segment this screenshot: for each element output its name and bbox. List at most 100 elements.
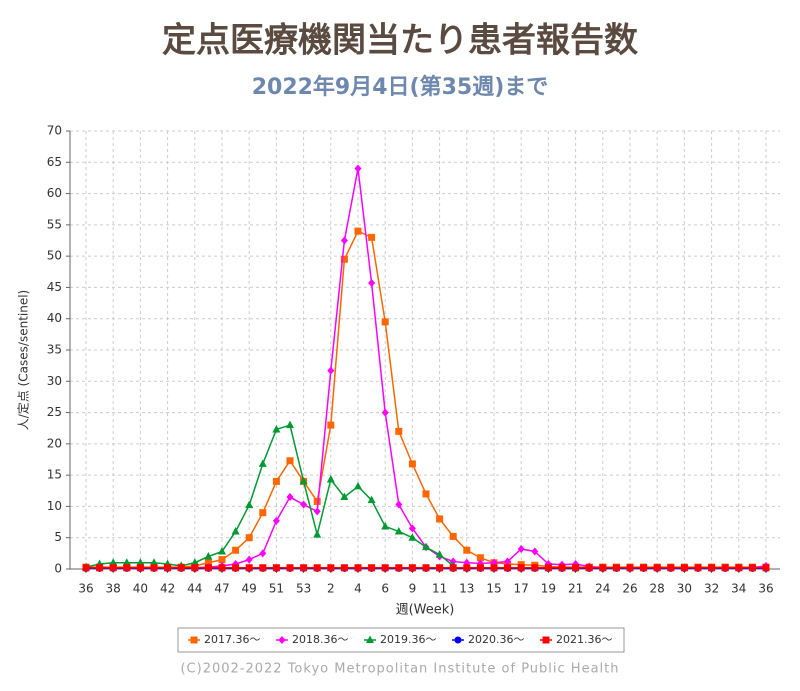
data-point — [354, 564, 362, 572]
data-point — [190, 558, 199, 566]
data-point — [109, 558, 118, 566]
data-point — [408, 460, 416, 468]
data-point — [612, 564, 620, 572]
x-tick-label: 19 — [541, 582, 556, 596]
x-tick-label: 24 — [595, 582, 610, 596]
y-tick-label: 50 — [47, 249, 62, 263]
data-point — [272, 477, 280, 485]
chart-subtitle: 2022年9月4日(第35週)まで — [252, 74, 549, 100]
data-point — [313, 497, 321, 505]
data-point — [395, 427, 403, 435]
legend-marker — [278, 636, 286, 644]
data-point — [694, 564, 702, 572]
data-point — [504, 557, 512, 566]
data-point — [340, 564, 348, 572]
data-point — [313, 530, 322, 538]
x-tick-label: 36 — [78, 582, 93, 596]
data-point — [136, 564, 144, 572]
x-tick-label: 53 — [296, 582, 311, 596]
series-line — [85, 424, 454, 568]
data-point — [286, 420, 294, 429]
data-point — [218, 546, 226, 555]
data-point — [259, 564, 267, 572]
data-point — [721, 564, 729, 572]
y-tick-label: 65 — [47, 155, 62, 169]
data-point — [504, 564, 512, 572]
y-tick-label: 35 — [47, 343, 62, 357]
data-point — [354, 164, 362, 173]
data-point — [123, 564, 131, 572]
data-point — [531, 564, 539, 572]
chart-title: 定点医療機関当たり患者報告数 — [162, 21, 638, 61]
data-point — [286, 564, 294, 572]
data-point — [735, 564, 743, 572]
x-tick-label: 30 — [677, 582, 692, 596]
x-tick-label: 28 — [650, 582, 665, 596]
data-point — [327, 421, 335, 429]
y-tick-label: 70 — [47, 124, 62, 138]
data-point — [354, 227, 362, 235]
data-point — [245, 500, 254, 509]
data-point — [313, 564, 321, 572]
data-point — [422, 564, 430, 572]
x-tick-label: 47 — [214, 582, 229, 596]
data-point — [436, 515, 444, 523]
x-tick-label: 6 — [381, 582, 389, 596]
data-point — [300, 564, 308, 572]
legend-label: 2019.36～ — [380, 633, 437, 646]
data-point — [218, 564, 226, 572]
data-point — [299, 476, 308, 485]
data-point — [340, 492, 349, 501]
x-tick-label: 15 — [486, 582, 501, 596]
data-point — [245, 534, 253, 542]
legend-label: 2020.36～ — [468, 633, 525, 646]
data-point — [408, 564, 416, 572]
data-point — [96, 564, 104, 572]
data-point — [422, 490, 430, 498]
legend-marker — [542, 636, 550, 644]
data-point — [259, 549, 267, 558]
x-tick-label: 36 — [758, 582, 773, 596]
y-tick-label: 40 — [47, 311, 62, 325]
data-point — [164, 564, 172, 572]
legend-label: 2017.36～ — [204, 633, 261, 646]
data-point — [476, 564, 484, 572]
x-tick-label: 51 — [269, 582, 284, 596]
data-point — [626, 564, 634, 572]
data-point — [395, 564, 403, 572]
data-point — [408, 524, 416, 533]
data-point — [326, 475, 335, 483]
data-point — [327, 564, 335, 572]
x-tick-label: 42 — [160, 582, 175, 596]
y-tick-label: 0 — [54, 562, 62, 576]
data-point — [191, 564, 199, 572]
data-point — [368, 279, 376, 288]
data-point — [368, 233, 376, 241]
x-tick-label: 2 — [327, 582, 335, 596]
data-point — [572, 564, 580, 572]
data-point — [449, 532, 457, 540]
data-point — [259, 509, 267, 517]
x-tick-label: 9 — [409, 582, 417, 596]
legend-marker — [454, 636, 462, 644]
data-point — [381, 408, 389, 417]
x-tick-label: 34 — [731, 582, 746, 596]
data-point — [204, 559, 212, 567]
data-point — [313, 507, 321, 516]
y-tick-label: 20 — [47, 436, 62, 450]
data-point — [286, 457, 294, 465]
data-point — [599, 564, 607, 572]
data-point — [82, 564, 90, 572]
data-point — [245, 564, 253, 572]
data-point — [340, 236, 348, 245]
data-point — [544, 564, 552, 572]
data-point — [517, 564, 525, 572]
data-point — [449, 564, 457, 572]
x-tick-label: 26 — [622, 582, 637, 596]
data-point — [435, 550, 444, 558]
data-point — [136, 558, 145, 566]
data-point — [150, 564, 158, 572]
data-point — [653, 564, 661, 572]
data-point — [517, 544, 525, 553]
